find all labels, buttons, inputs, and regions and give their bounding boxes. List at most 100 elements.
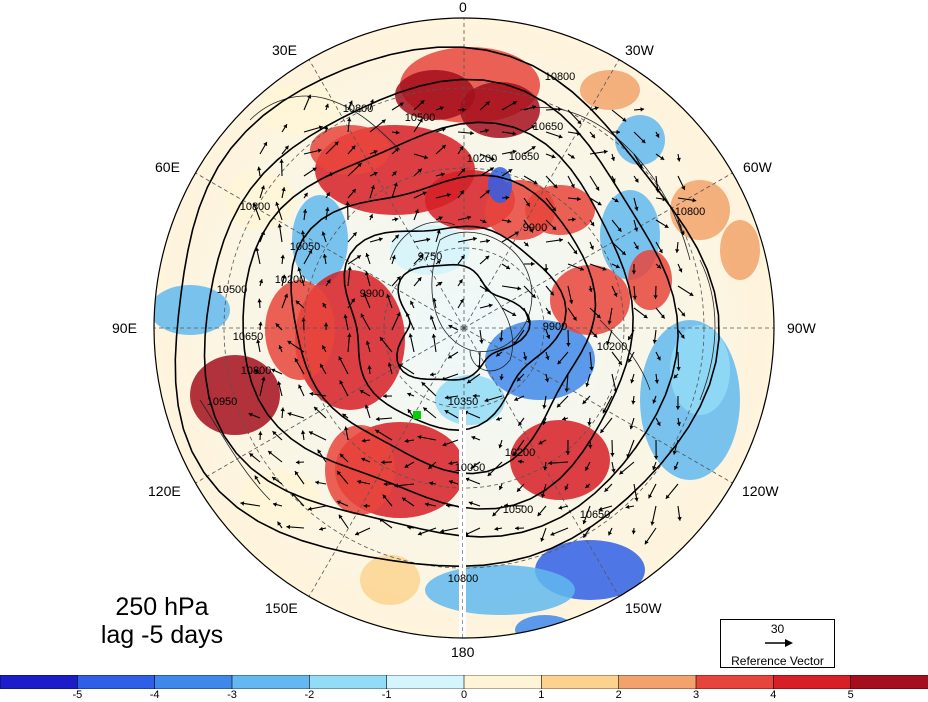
vector-head: [652, 339, 657, 344]
vector-head: [485, 101, 490, 106]
vector-head: [587, 421, 592, 426]
vector-head: [277, 223, 282, 228]
vector-head: [338, 356, 343, 361]
vector-head: [488, 303, 493, 308]
colorbar-segment: [0, 675, 79, 689]
vector-head: [494, 526, 499, 531]
vector-head: [610, 453, 615, 457]
vector-head: [294, 358, 299, 363]
vector-head: [414, 209, 419, 214]
vector-head: [347, 333, 352, 337]
vector-head: [280, 254, 285, 259]
vector-head: [275, 323, 280, 328]
vector-head: [526, 319, 531, 324]
vector-head: [582, 400, 587, 404]
vector-head: [314, 406, 318, 411]
vector-head: [678, 268, 683, 273]
contour-label: 10650: [509, 151, 540, 163]
vector-head: [343, 314, 348, 319]
height-contour: [290, 174, 597, 475]
vector-head: [662, 196, 667, 202]
colorbar-segment: [154, 675, 233, 689]
vector-head: [459, 190, 464, 195]
lon-label-90e: 90E: [112, 320, 137, 336]
vector-head: [660, 156, 665, 160]
vector-head: [559, 237, 563, 243]
vector-head: [364, 404, 369, 409]
vector-head: [572, 316, 577, 321]
vector-head: [630, 379, 635, 384]
vector-head: [404, 438, 409, 444]
vector-head: [438, 282, 443, 286]
vector-head: [260, 185, 265, 190]
vector-head: [644, 540, 649, 545]
contour-label: 10950: [207, 396, 238, 408]
vector-head: [485, 255, 490, 260]
colorbar-segment: [695, 675, 775, 689]
vector-head: [653, 295, 658, 299]
contour-label: 9900: [543, 321, 567, 333]
vector-head: [577, 196, 581, 202]
lon-label-90w: 90W: [787, 320, 816, 336]
vector-head: [634, 245, 639, 250]
vector-head: [308, 249, 313, 254]
vector-head: [656, 264, 661, 269]
anomaly-blob: [580, 70, 640, 110]
vector-head: [255, 247, 260, 252]
vector-head: [369, 214, 374, 219]
colorbar-tick-label: 5: [847, 689, 854, 701]
vector-head: [394, 234, 399, 239]
vector-head: [459, 298, 464, 304]
vector-head: [544, 378, 550, 383]
vector-head: [272, 477, 277, 481]
vector-head: [551, 154, 556, 159]
contour-label: 10200: [505, 447, 536, 459]
vector-head: [395, 130, 400, 135]
vector-head: [465, 477, 470, 482]
vector-head: [588, 288, 593, 292]
vector-head: [565, 451, 571, 455]
colorbar-tick-label: 1: [538, 689, 545, 701]
vector-head: [634, 206, 639, 211]
vector-head: [603, 149, 608, 154]
vector-head: [279, 159, 284, 163]
vector-head: [425, 502, 429, 507]
vector-head: [577, 131, 581, 136]
anomaly-blob: [510, 420, 610, 500]
vector-head: [485, 128, 489, 133]
colorbar-tick-label: 4: [770, 689, 777, 701]
vector-head: [373, 171, 378, 176]
vector-head: [284, 293, 289, 298]
vector-head: [681, 312, 686, 317]
vector-head: [499, 376, 504, 381]
vector-head: [261, 376, 266, 381]
contour-label-layer: 10800 10650 10500 10800 10650 10200 9900 9750 99…: [207, 71, 706, 585]
vector-head: [517, 487, 521, 492]
vector-head: [652, 465, 657, 470]
vector-head: [558, 107, 562, 112]
vector-head: [378, 237, 383, 242]
vector-head: [549, 291, 554, 296]
vector-head: [300, 230, 306, 235]
vector-head: [524, 242, 529, 247]
vector-head: [655, 188, 660, 193]
anomaly-blob: [292, 195, 348, 285]
vector-head: [294, 471, 299, 476]
vector-head: [345, 201, 350, 205]
vector-head: [541, 493, 546, 498]
vector-head: [548, 460, 552, 466]
vector-head: [283, 124, 287, 129]
anomaly-blob: [265, 280, 335, 380]
colorbar-tick-label: 3: [692, 689, 700, 701]
colorbar-tick-label: -5: [72, 689, 83, 701]
vector-head: [429, 481, 434, 486]
vector-head: [593, 333, 598, 338]
colorbar-segment: [231, 675, 311, 689]
vector-head: [631, 270, 637, 275]
vector-head: [399, 102, 404, 107]
contour-label: 9750: [418, 251, 442, 263]
vector-head: [317, 148, 322, 153]
vector-head: [590, 221, 595, 227]
vector-head: [471, 435, 476, 440]
